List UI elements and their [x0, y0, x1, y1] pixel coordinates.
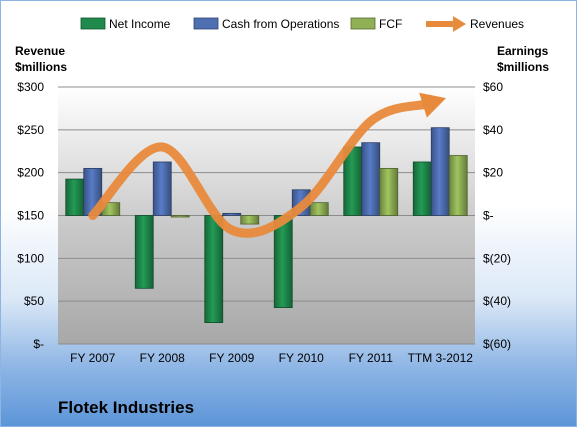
left-tick-label: $50 — [24, 294, 44, 308]
bar-net-income — [204, 215, 224, 323]
axes: $- $(60) $50 $(40) $100 $(20) $150 $- $200 $20 $25… — [17, 80, 511, 365]
bar-fcf — [448, 155, 468, 216]
bar-fcf — [309, 202, 329, 216]
legend-label-fcf: FCF — [379, 17, 402, 31]
left-axis-title-line1: Revenue — [15, 44, 65, 58]
revenue-line — [88, 92, 446, 238]
bar-cash-from-operations — [361, 142, 381, 216]
legend-arrow-icon — [453, 16, 466, 32]
category-label: TTM 3-2012 — [408, 351, 474, 365]
legend-swatch-fcf — [350, 17, 376, 30]
left-tick-label: $150 — [17, 209, 44, 223]
bar-net-income — [65, 178, 85, 216]
bar-net-income — [412, 161, 432, 216]
right-axis-title-line1: Earnings — [497, 44, 549, 58]
right-tick-label: $(20) — [483, 251, 511, 265]
legend: Net Income Cash from Operations FCF Revenue… — [80, 16, 524, 32]
bar-net-income — [134, 215, 154, 289]
legend-label-revenues: Revenues — [470, 17, 524, 31]
category-label: FY 2010 — [279, 351, 324, 365]
right-tick-label: $(40) — [483, 294, 511, 308]
category-label: FY 2008 — [140, 351, 185, 365]
legend-label-net-income: Net Income — [109, 17, 171, 31]
legend-swatch-cash-from-operations — [193, 17, 219, 30]
left-tick-label: $300 — [17, 80, 44, 94]
bar-cash-from-operations — [152, 161, 172, 216]
left-tick-label: $100 — [17, 251, 44, 265]
legend-swatch-net-income — [80, 17, 106, 30]
left-axis-title-line2: $millions — [15, 60, 67, 74]
gridlines — [58, 86, 475, 345]
bars — [65, 127, 468, 323]
bar-cash-from-operations — [430, 127, 450, 216]
legend-label-cash-from-operations: Cash from Operations — [222, 17, 339, 31]
category-label: FY 2011 — [349, 351, 394, 365]
left-tick-label: $250 — [17, 123, 44, 137]
left-tick-label: $200 — [17, 166, 44, 180]
bar-fcf — [170, 215, 190, 218]
right-tick-label: $60 — [483, 80, 503, 94]
right-tick-label: $(60) — [483, 337, 511, 351]
right-tick-label: $20 — [483, 166, 503, 180]
bar-cash-from-operations — [222, 212, 242, 216]
category-label: FY 2009 — [209, 351, 254, 365]
right-axis-title-line2: $millions — [497, 60, 549, 74]
right-tick-label: $- — [483, 209, 494, 223]
bar-fcf — [379, 167, 399, 216]
left-tick-label: $- — [33, 337, 44, 351]
company-label: Flotek Industries — [58, 398, 195, 417]
bar-fcf — [240, 215, 260, 225]
revenue-arrowhead — [419, 92, 446, 118]
category-label: FY 2007 — [70, 351, 115, 365]
bar-net-income — [273, 215, 293, 308]
right-tick-label: $40 — [483, 123, 503, 137]
